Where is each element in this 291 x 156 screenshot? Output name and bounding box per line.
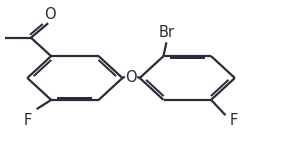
Text: F: F — [24, 113, 32, 128]
Text: F: F — [230, 113, 238, 128]
Text: O: O — [44, 7, 56, 22]
Text: O: O — [125, 70, 137, 85]
Text: Br: Br — [158, 25, 174, 40]
